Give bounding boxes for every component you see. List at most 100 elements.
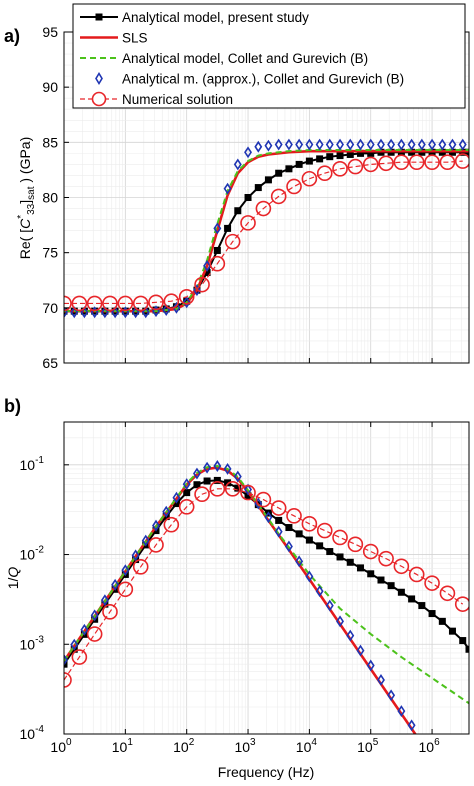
- data-point: [347, 536, 364, 553]
- data-point: [305, 138, 314, 151]
- data-point: [90, 609, 99, 622]
- data-point: [148, 537, 164, 553]
- data-point: [284, 138, 293, 151]
- data-point: [209, 255, 226, 272]
- data-point: [367, 570, 375, 578]
- data-point: [203, 259, 212, 272]
- data-point: [71, 295, 88, 312]
- series-2: [64, 466, 417, 734]
- data-point: [346, 150, 354, 158]
- data-point: [183, 489, 191, 497]
- series-line: [64, 464, 469, 705]
- data-point: [244, 194, 252, 201]
- panel-label-a: a): [4, 26, 20, 46]
- data-point: [458, 138, 467, 151]
- y-tick-label: 10-3: [20, 634, 45, 652]
- data-point: [121, 564, 130, 577]
- data-point: [117, 581, 134, 598]
- data-point: [377, 576, 385, 584]
- y-tick-label: 80: [42, 190, 58, 206]
- y-tick-label: 10-2: [20, 545, 45, 563]
- data-point: [397, 705, 406, 718]
- plot-area: [64, 138, 469, 319]
- data-point: [162, 505, 171, 518]
- data-point: [111, 306, 120, 319]
- legend-marker: [95, 13, 103, 21]
- data-point: [234, 484, 242, 492]
- data-point: [418, 602, 426, 610]
- data-point: [439, 585, 456, 602]
- legend-label: SLS: [122, 31, 148, 46]
- grid: [63, 422, 470, 735]
- data-point: [224, 233, 241, 250]
- data-point: [347, 158, 364, 175]
- x-tick-label: 103: [234, 737, 256, 755]
- data-point: [224, 481, 241, 497]
- data-point: [326, 153, 334, 161]
- data-point: [178, 288, 195, 305]
- data-point: [326, 548, 334, 556]
- x-tick-label: 102: [173, 737, 195, 755]
- data-point: [305, 570, 314, 583]
- data-point: [141, 306, 150, 319]
- data-point: [223, 182, 232, 195]
- data-point: [377, 674, 385, 686]
- data-point: [203, 461, 212, 474]
- x-tick-label: 101: [112, 737, 134, 755]
- y-axis-label: Re( [C*33]sat ) (GPa): [16, 137, 37, 260]
- series-line: [64, 466, 417, 734]
- data-point: [102, 604, 118, 620]
- data-point: [213, 246, 221, 254]
- series-5: [64, 481, 469, 688]
- legend-item: Analytical m. (approx.), Collet and Gure…: [95, 72, 404, 87]
- data-point: [448, 138, 457, 151]
- data-point: [240, 215, 256, 231]
- series-line: [64, 488, 464, 681]
- data-point: [377, 138, 385, 151]
- y-axis-label: 1/Q: [5, 567, 21, 590]
- data-point: [387, 138, 396, 151]
- data-point: [346, 138, 355, 151]
- series-5: [64, 153, 469, 312]
- data-point: [454, 596, 469, 612]
- data-point: [193, 481, 201, 489]
- data-point: [378, 155, 394, 172]
- data-point: [178, 499, 195, 515]
- data-point: [223, 462, 232, 475]
- data-point: [255, 200, 272, 217]
- data-point: [141, 534, 150, 547]
- data-point: [305, 157, 313, 165]
- y-tick-label: 65: [42, 355, 58, 371]
- data-point: [325, 138, 334, 151]
- legend-item: Numerical solution: [80, 91, 233, 107]
- data-point: [346, 629, 355, 642]
- data-point: [71, 649, 88, 665]
- data-point: [295, 555, 304, 568]
- legend-label: Analytical model, present study: [122, 10, 309, 25]
- panel-label-b: b): [4, 396, 21, 416]
- y-tick-label: 75: [42, 245, 58, 261]
- data-point: [362, 156, 379, 173]
- series-3: [64, 464, 469, 705]
- data-point: [152, 519, 160, 532]
- x-tick-label: 104: [296, 737, 318, 755]
- data-point: [387, 582, 395, 590]
- y-tick-label: 90: [42, 79, 58, 95]
- x-axis-label: Frequency (Hz): [218, 764, 314, 780]
- data-point: [397, 138, 406, 151]
- data-point: [448, 627, 456, 635]
- data-point: [366, 659, 375, 672]
- data-point: [64, 295, 72, 312]
- x-tick-label: 100: [50, 737, 72, 755]
- data-point: [224, 479, 232, 487]
- data-point: [356, 149, 364, 157]
- data-point: [148, 294, 164, 311]
- data-point: [315, 585, 324, 598]
- data-point: [336, 615, 344, 628]
- legend-label: Analytical model, Collet and Gurevich (B…: [122, 51, 368, 66]
- data-point: [305, 536, 313, 544]
- y-ticks: 10-4 10-3 10-2 10-1: [20, 455, 69, 742]
- data-point: [378, 550, 394, 567]
- data-point: [264, 139, 273, 152]
